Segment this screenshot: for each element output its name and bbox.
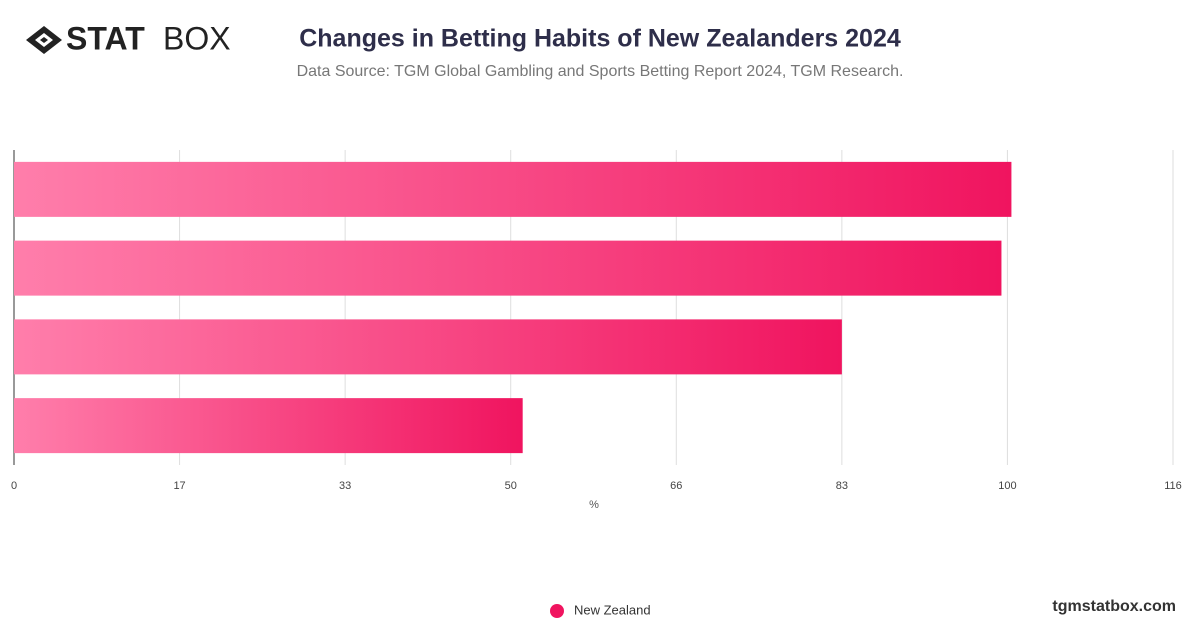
x-tick-label: 116: [1164, 480, 1182, 492]
chart-subtitle: Data Source: TGM Global Gambling and Spo…: [297, 63, 904, 80]
x-tick-label: 100: [998, 480, 1016, 492]
logo-bold: STAT: [66, 20, 145, 56]
x-tick-label: 66: [670, 480, 682, 492]
legend-marker: [550, 604, 564, 618]
bar: [14, 319, 842, 375]
x-tick-label: 50: [505, 480, 517, 492]
legend-label: New Zealand: [574, 602, 651, 617]
x-tick-label: 0: [11, 480, 17, 492]
footer: tgmstatbox.com: [1052, 598, 1176, 615]
logo-light: BOX: [163, 20, 231, 56]
bar: [14, 398, 523, 454]
x-axis-label: %: [589, 499, 599, 511]
bar: [14, 161, 1012, 217]
chart-title: Changes in Betting Habits of New Zealand…: [299, 25, 901, 53]
bar: [14, 240, 1002, 296]
x-tick-label: 17: [173, 480, 185, 492]
x-tick-label: 33: [339, 480, 351, 492]
x-tick-label: 83: [836, 480, 848, 492]
logo: STAT BOX: [26, 20, 231, 56]
